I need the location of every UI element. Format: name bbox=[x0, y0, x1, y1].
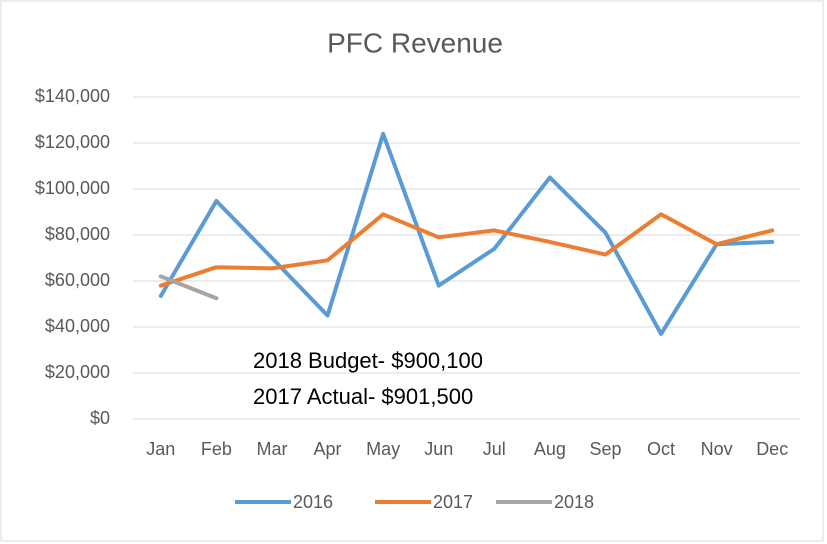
x-tick-label: Dec bbox=[756, 439, 788, 459]
y-tick-label: $120,000 bbox=[35, 132, 110, 152]
x-tick-label: Jan bbox=[146, 439, 175, 459]
x-tick-label: Sep bbox=[589, 439, 621, 459]
x-tick-label: May bbox=[366, 439, 400, 459]
y-tick-label: $40,000 bbox=[45, 316, 110, 336]
y-tick-label: $100,000 bbox=[35, 178, 110, 198]
chart-title: PFC Revenue bbox=[327, 27, 503, 58]
legend-label: 2018 bbox=[554, 492, 594, 512]
x-tick-label: Mar bbox=[256, 439, 287, 459]
y-tick-label: $0 bbox=[90, 408, 110, 428]
x-tick-label: Nov bbox=[701, 439, 733, 459]
y-tick-label: $140,000 bbox=[35, 86, 110, 106]
legend-label: 2016 bbox=[293, 492, 333, 512]
x-tick-label: Jun bbox=[424, 439, 453, 459]
x-tick-label: Aug bbox=[534, 439, 566, 459]
y-tick-label: $60,000 bbox=[45, 270, 110, 290]
y-tick-label: $20,000 bbox=[45, 362, 110, 382]
series-line bbox=[158, 212, 775, 288]
x-tick-label: Feb bbox=[201, 439, 232, 459]
series-line bbox=[158, 131, 775, 336]
annotation: 2018 Budget- $900,100 bbox=[253, 348, 483, 373]
x-tick-label: Oct bbox=[647, 439, 675, 459]
legend-label: 2017 bbox=[433, 492, 473, 512]
y-tick-label: $80,000 bbox=[45, 224, 110, 244]
x-tick-label: Jul bbox=[483, 439, 506, 459]
annotation: 2017 Actual- $901,500 bbox=[253, 384, 473, 409]
x-tick-label: Apr bbox=[314, 439, 342, 459]
series-line bbox=[158, 274, 219, 301]
